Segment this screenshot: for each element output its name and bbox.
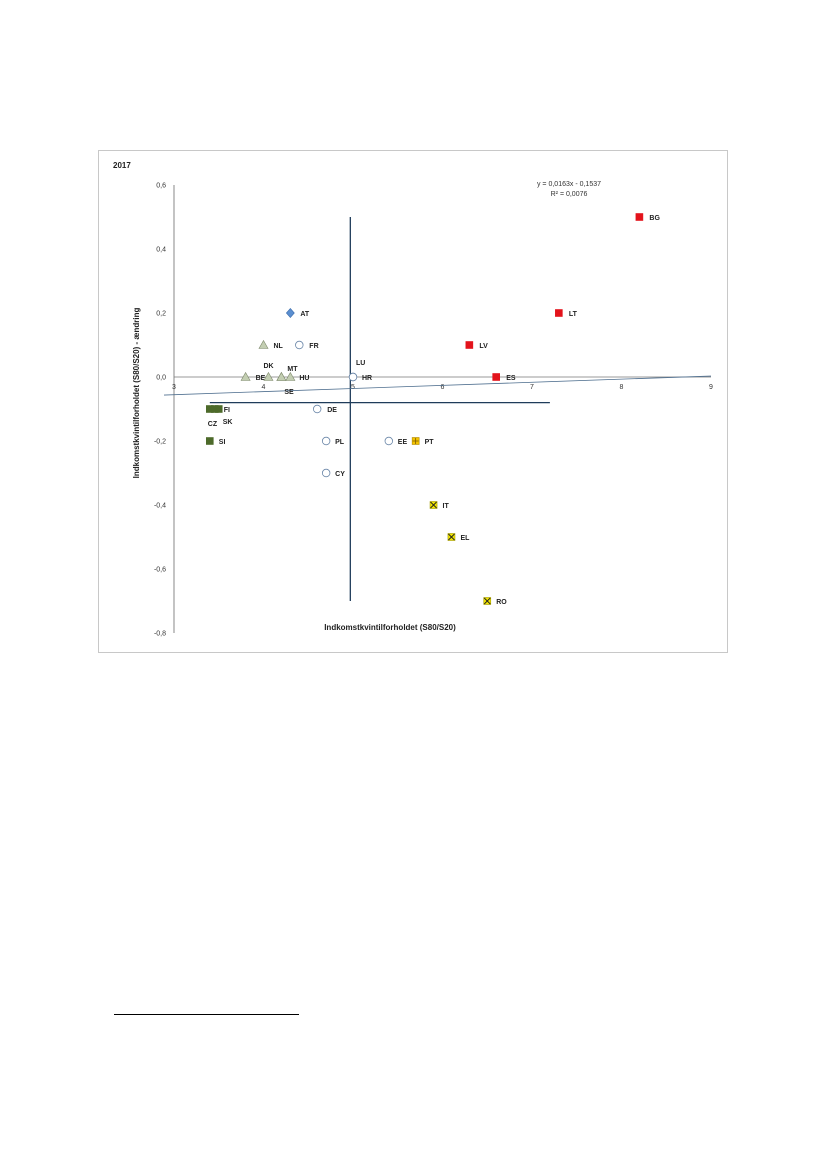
x-tick-label: 4 [262, 384, 266, 391]
point-label-se: SE [284, 389, 294, 396]
y-tick-label: -0,2 [154, 439, 166, 446]
point-es [492, 373, 501, 381]
x-tick-label: 5 [351, 384, 355, 391]
y-tick-label: 0,4 [156, 247, 166, 254]
point-sk [214, 405, 223, 413]
point-pl [321, 436, 331, 446]
point-el-mark [448, 533, 455, 541]
point-at [285, 308, 295, 318]
point-label-hu: HU [299, 375, 309, 382]
point-label-pt: PT [425, 439, 435, 446]
point-lv [465, 341, 474, 349]
point-si [206, 437, 214, 445]
point-dk [263, 371, 274, 381]
point-ro-mark [483, 597, 491, 605]
point-fr [295, 340, 304, 350]
point-label-ee: EE [398, 439, 408, 446]
point-lt [555, 309, 563, 317]
x-tick-label: 9 [709, 384, 713, 391]
point-label-de: DE [327, 407, 337, 414]
point-label-hr: HR [362, 375, 372, 382]
point-label-mt: MT [287, 366, 298, 373]
point-label-be: BE [256, 375, 266, 382]
point-nl [258, 339, 269, 349]
point-label-lt: LT [569, 311, 578, 318]
point-cz [206, 405, 214, 413]
point-label-pl: PL [335, 439, 345, 446]
point-label-cy: CY [335, 471, 345, 478]
point-label-lv: LV [479, 343, 488, 350]
point-ee [384, 436, 393, 446]
point-se [276, 371, 287, 381]
y-tick-label: 0,0 [156, 375, 166, 382]
x-axis-title: Indkomstkvintilforholdet (S80/S20) [324, 623, 456, 632]
point-label-el: EL [460, 535, 470, 542]
y-axis-title: Indkomstkvintilforholdet (S80/S20) - ænd… [132, 308, 141, 479]
point-de [312, 404, 322, 414]
point-hr [348, 372, 358, 382]
point-label-at: AT [300, 311, 310, 318]
point-label-nl: NL [274, 343, 284, 350]
x-tick-label: 7 [530, 384, 534, 391]
x-tick-label: 3 [172, 384, 176, 391]
point-label-sk: SK [223, 419, 233, 426]
x-tick-label: 8 [620, 384, 624, 391]
y-tick-label: -0,4 [154, 503, 166, 510]
point-label-es: ES [506, 375, 516, 382]
point-label-lu: LU [356, 360, 365, 367]
plot-area: 0,6 0,4 0,2 0,0 -0,2 -0,4 -0,6 -0,8 3 4 5 6 7 8 9 BG LT L… [154, 183, 713, 638]
point-label-ro: RO [496, 599, 507, 606]
trendline-equation: y = 0,0163x - 0,1537 [537, 181, 601, 188]
y-tick-label: 0,2 [156, 311, 166, 318]
point-label-cz: CZ [208, 421, 218, 428]
chart-title: 2017 [113, 161, 131, 170]
point-label-si: SI [219, 439, 226, 446]
point-label-it: IT [443, 503, 450, 510]
point-cy [321, 468, 331, 478]
y-tick-label: -0,6 [154, 567, 166, 574]
point-label-dk: DK [263, 363, 273, 370]
point-bg [635, 213, 644, 221]
point-label-fi: FI [224, 407, 230, 414]
x-tick-label: 6 [441, 384, 445, 391]
chart-frame: 2017 y = 0,0163x - 0,1537 R² = 0,0076 In… [98, 150, 728, 653]
scatter-chart: 2017 y = 0,0163x - 0,1537 R² = 0,0076 In… [113, 161, 713, 638]
y-tick-label: 0,6 [156, 183, 166, 190]
y-tick-label: -0,8 [154, 631, 166, 638]
trendline-r-squared: R² = 0,0076 [551, 191, 588, 198]
point-be [240, 371, 251, 381]
point-label-fr: FR [309, 343, 318, 350]
point-pt-mark [412, 438, 419, 444]
point-label-bg: BG [649, 215, 660, 222]
point-it-mark [430, 501, 437, 509]
footnote-separator [114, 1014, 299, 1015]
point-hu [285, 371, 296, 381]
trendline [163, 375, 712, 396]
